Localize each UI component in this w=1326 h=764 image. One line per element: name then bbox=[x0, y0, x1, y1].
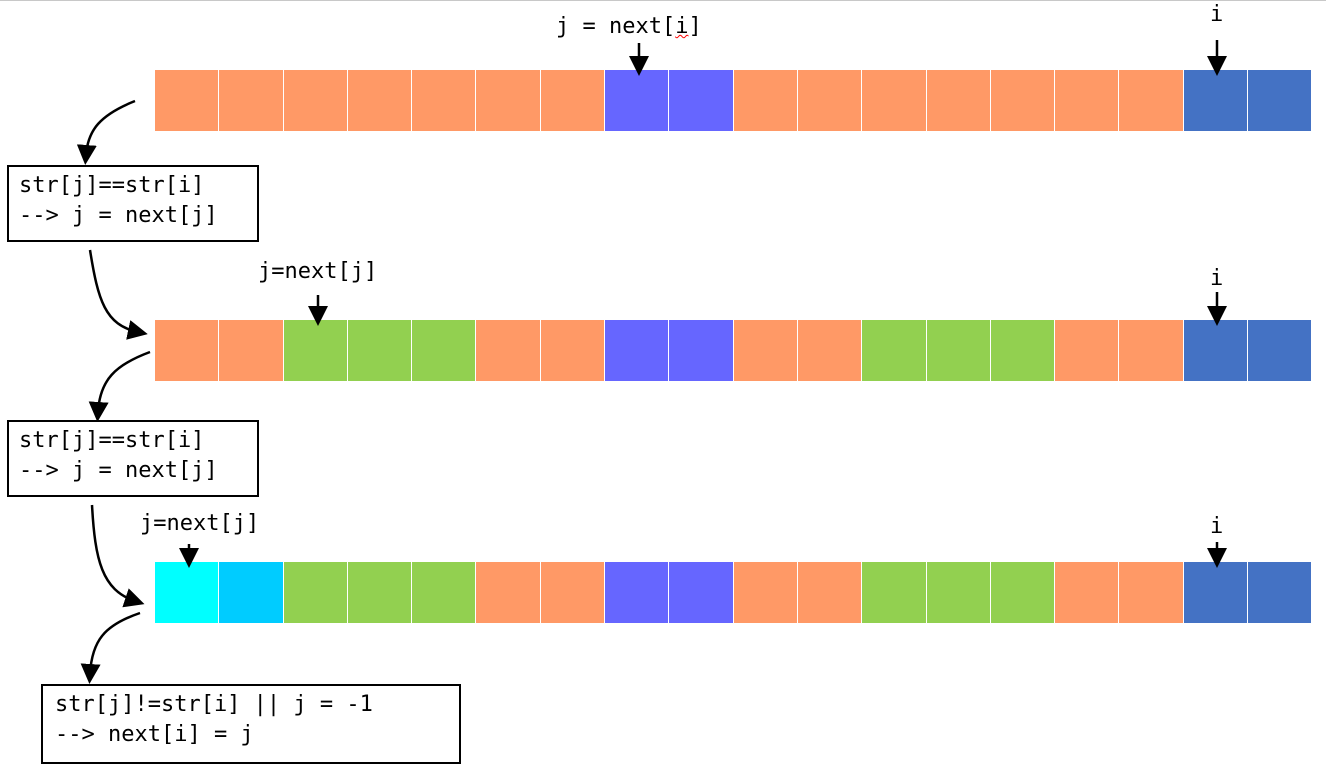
array-cell bbox=[926, 320, 990, 381]
arrows-layer bbox=[76, 40, 1227, 684]
box3-line1: str[j]!=str[i] || j = -1 bbox=[55, 692, 373, 717]
array-cell bbox=[990, 320, 1055, 381]
array-cell bbox=[1248, 70, 1312, 131]
array-cell bbox=[155, 320, 219, 381]
array-cell bbox=[1119, 562, 1183, 623]
array-cell bbox=[990, 562, 1055, 623]
array-cell bbox=[733, 562, 797, 623]
array-cell bbox=[1119, 320, 1183, 381]
condition-box-2: str[j]==str[i] --> j = next[j] bbox=[7, 420, 259, 497]
array-cell bbox=[926, 562, 990, 623]
array-cell bbox=[797, 320, 862, 381]
array-row-2 bbox=[155, 320, 1312, 381]
array-cell bbox=[476, 70, 540, 131]
array-cell bbox=[605, 562, 669, 623]
array-cell bbox=[476, 320, 540, 381]
array-cell bbox=[926, 70, 990, 131]
flow-arrow-1 bbox=[76, 99, 136, 165]
array-cell bbox=[862, 320, 926, 381]
box3-line2: --> next[i] = j bbox=[55, 722, 254, 747]
array-cell bbox=[155, 562, 219, 623]
array-cell bbox=[347, 320, 412, 381]
box2-line2: --> j = next[j] bbox=[19, 458, 218, 483]
row3-j-label: j=next[j] bbox=[140, 511, 260, 536]
box1-line2: --> j = next[j] bbox=[19, 203, 218, 228]
array-cell bbox=[476, 562, 540, 623]
array-cell bbox=[605, 320, 669, 381]
array-cell bbox=[733, 320, 797, 381]
array-cell bbox=[797, 70, 862, 131]
array-cell bbox=[605, 70, 669, 131]
array-cell bbox=[347, 70, 412, 131]
array-cell bbox=[669, 320, 733, 381]
array-cell bbox=[1183, 562, 1248, 623]
array-cell bbox=[540, 562, 605, 623]
row1-j-suffix: ] bbox=[688, 14, 702, 39]
condition-box-1: str[j]==str[i] --> j = next[j] bbox=[7, 165, 259, 242]
row1-j-prefix: j = next[ bbox=[556, 14, 676, 39]
array-cell bbox=[283, 320, 347, 381]
array-cell bbox=[669, 562, 733, 623]
array-cell bbox=[1119, 70, 1183, 131]
array-cell bbox=[1183, 320, 1248, 381]
array-cell bbox=[283, 70, 347, 131]
row1-j-index: i bbox=[675, 14, 689, 39]
row1-i-label: i bbox=[1210, 2, 1224, 27]
array-cell bbox=[412, 320, 476, 381]
array-cell bbox=[1055, 562, 1119, 623]
top-border bbox=[0, 0, 1326, 1]
array-cell bbox=[219, 320, 283, 381]
box2-line1: str[j]==str[i] bbox=[19, 428, 205, 453]
array-cell bbox=[733, 70, 797, 131]
array-cell bbox=[155, 70, 219, 131]
array-cell bbox=[1248, 320, 1312, 381]
array-cell bbox=[862, 562, 926, 623]
row1-j-label: j = next[i] bbox=[556, 14, 702, 40]
array-row-1 bbox=[155, 70, 1312, 131]
array-cell bbox=[540, 320, 605, 381]
array-cell bbox=[283, 562, 347, 623]
array-cell bbox=[412, 562, 476, 623]
array-cell bbox=[669, 70, 733, 131]
array-cell bbox=[1055, 70, 1119, 131]
flow-arrow-2 bbox=[88, 249, 148, 340]
row3-i-label: i bbox=[1210, 514, 1224, 539]
array-cell bbox=[1055, 320, 1119, 381]
array-cell bbox=[797, 562, 862, 623]
array-cell bbox=[540, 70, 605, 131]
row2-j-label: j=next[j] bbox=[258, 259, 378, 284]
array-cell bbox=[219, 562, 283, 623]
array-cell bbox=[1248, 562, 1312, 623]
row2-i-label: i bbox=[1210, 266, 1224, 291]
array-cell bbox=[1183, 70, 1248, 131]
box1-line1: str[j]==str[i] bbox=[19, 173, 205, 198]
array-cell bbox=[990, 70, 1055, 131]
flow-arrow-5 bbox=[80, 611, 141, 684]
array-cell bbox=[219, 70, 283, 131]
array-cell bbox=[347, 562, 412, 623]
array-row-3 bbox=[155, 562, 1312, 623]
array-cell bbox=[862, 70, 926, 131]
array-cell bbox=[412, 70, 476, 131]
flow-arrow-4 bbox=[90, 504, 145, 608]
flow-arrow-3 bbox=[88, 350, 151, 422]
